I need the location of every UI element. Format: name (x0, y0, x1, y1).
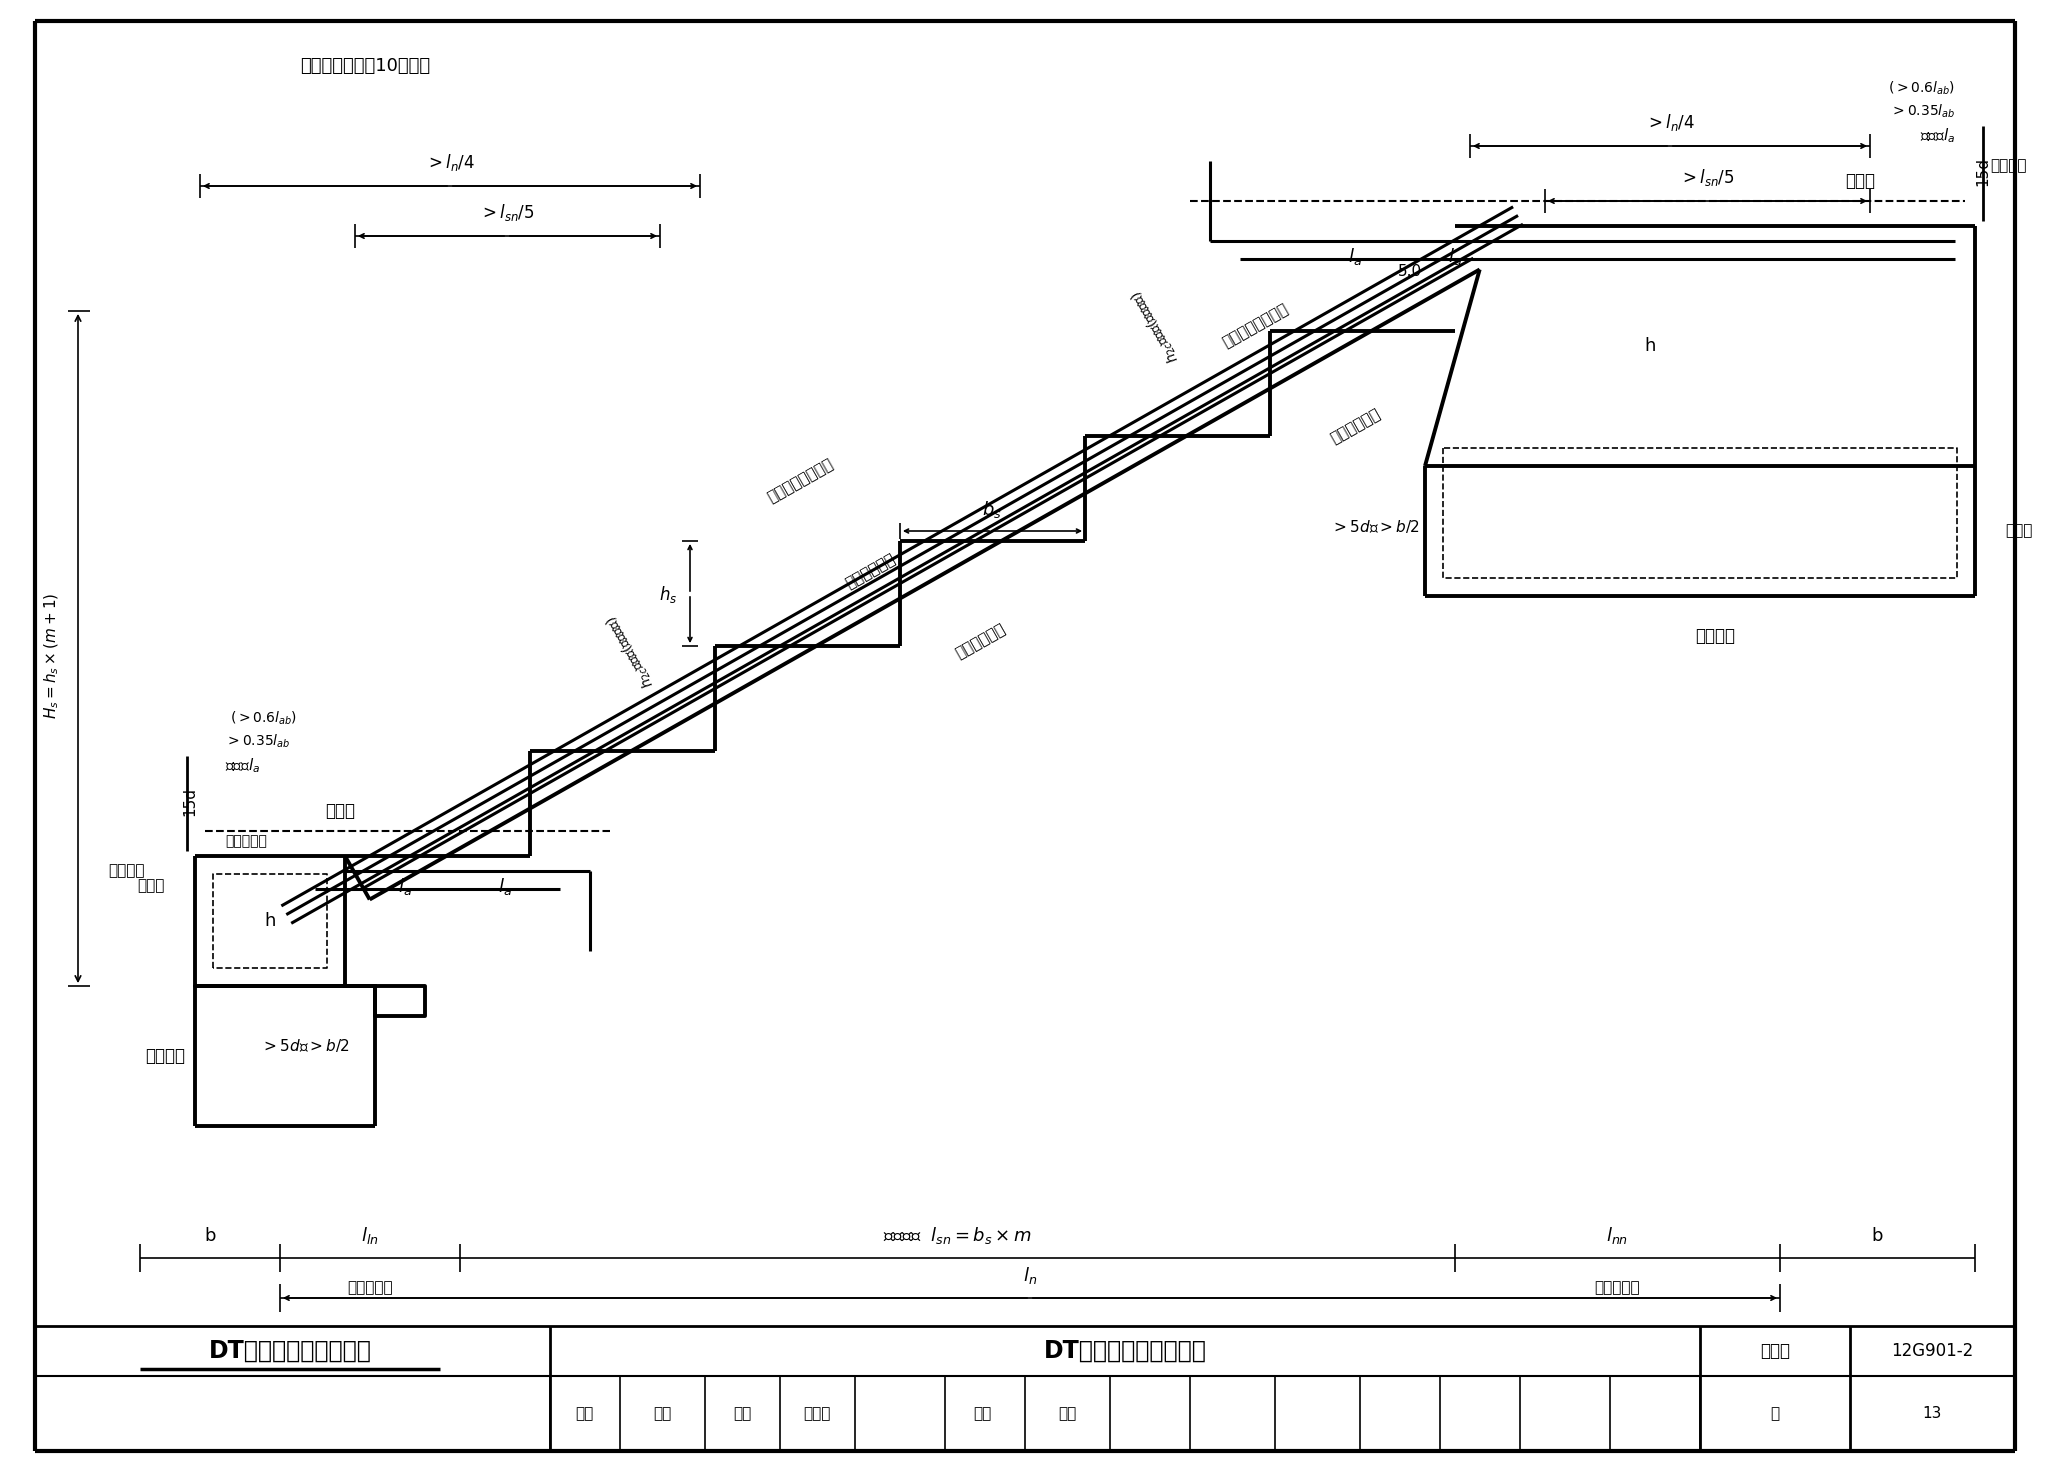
Text: 刘敏: 刘敏 (1059, 1407, 1075, 1421)
Text: $>l_n/4$: $>l_n/4$ (1645, 112, 1696, 133)
Text: $l_a$: $l_a$ (1348, 245, 1362, 267)
Text: $>5d$且$>b/2$: $>5d$且$>b/2$ (1331, 518, 1419, 534)
Text: $h_s$: $h_s$ (659, 583, 678, 605)
Text: h: h (264, 912, 276, 930)
Text: $H_s=h_s\times(m+1)$: $H_s=h_s\times(m+1)$ (43, 593, 61, 719)
Text: 詹道: 詹道 (653, 1407, 672, 1421)
Text: 注：见本图集第10页注。: 注：见本图集第10页注。 (299, 58, 430, 75)
Text: b: b (1872, 1227, 1882, 1244)
Text: $>l_{sn}/5$: $>l_{sn}/5$ (1679, 167, 1735, 187)
Text: 15d: 15d (1976, 156, 1991, 186)
Text: $b_s$: $b_s$ (983, 499, 1001, 520)
Text: b: b (205, 1227, 215, 1244)
Text: $l_a$: $l_a$ (1448, 245, 1462, 267)
Text: 或直锚$l_a$: 或直锚$l_a$ (1919, 127, 1956, 145)
Text: DT型楼梯梯板钢筋构造: DT型楼梯梯板钢筋构造 (1044, 1339, 1206, 1362)
Text: $>0.35l_{ab}$: $>0.35l_{ab}$ (1890, 102, 1956, 120)
Text: 梁箍筋: 梁箍筋 (137, 878, 166, 893)
Text: 12G901-2: 12G901-2 (1890, 1342, 1972, 1359)
Text: $>l_n/4$: $>l_n/4$ (426, 152, 475, 173)
Text: $>0.35l_{ab}$: $>0.35l_{ab}$ (225, 732, 291, 750)
Text: 梯板下部纵筋: 梯板下部纵筋 (1327, 406, 1382, 446)
Text: $>5d$且$>b/2$: $>5d$且$>b/2$ (260, 1038, 350, 1054)
Text: $l_a$: $l_a$ (498, 875, 512, 896)
Text: 高端平板长: 高端平板长 (1593, 1281, 1640, 1296)
Text: 梁箍筋: 梁箍筋 (2005, 524, 2032, 539)
Text: $l_a$: $l_a$ (397, 875, 412, 896)
Text: $(>0.6l_{ab})$: $(>0.6l_{ab})$ (1888, 80, 1956, 97)
Text: 且伸至梁边: 且伸至梁边 (225, 834, 266, 849)
Text: 梯板下部纵筋: 梯板下部纵筋 (952, 621, 1008, 661)
Text: 冯海悦: 冯海悦 (803, 1407, 831, 1421)
Text: 踏步段长  $l_{sn}=b_s\times m$: 踏步段长 $l_{sn}=b_s\times m$ (883, 1225, 1032, 1247)
Text: 梯板支座上部纵筋: 梯板支座上部纵筋 (764, 456, 836, 506)
Text: 13: 13 (1923, 1407, 1942, 1421)
Text: 审核: 审核 (575, 1407, 594, 1421)
Text: 15d: 15d (182, 787, 197, 816)
Text: 低端平板长: 低端平板长 (348, 1281, 393, 1296)
Text: 直锚时: 直锚时 (326, 801, 354, 821)
Text: 梯板分布钢筋: 梯板分布钢筋 (842, 551, 897, 590)
Text: $h_{2c}$架立筋(构造配筋): $h_{2c}$架立筋(构造配筋) (602, 611, 657, 691)
Text: 图集号: 图集号 (1759, 1342, 1790, 1359)
Text: 梁角部筋: 梁角部筋 (109, 863, 145, 878)
Text: $l_n$: $l_n$ (1022, 1265, 1036, 1287)
Text: 梁角部筋: 梁角部筋 (1991, 158, 2028, 174)
Text: h: h (1645, 337, 1655, 356)
Text: $l_{nn}$: $l_{nn}$ (1606, 1225, 1628, 1247)
Text: 或直锚$l_a$: 或直锚$l_a$ (225, 757, 260, 775)
Text: DT型楼梯梯板钢筋构造: DT型楼梯梯板钢筋构造 (209, 1339, 371, 1362)
Text: 校对: 校对 (733, 1407, 752, 1421)
Text: $h_{2c}$架立筋(构造配筋): $h_{2c}$架立筋(构造配筋) (1128, 286, 1182, 366)
Text: $l_{ln}$: $l_{ln}$ (360, 1225, 379, 1247)
Text: 直锚时: 直锚时 (1845, 173, 1876, 190)
Text: 梯板支座上部纵筋: 梯板支座上部纵筋 (1219, 301, 1290, 350)
Text: $>l_{sn}/5$: $>l_{sn}/5$ (479, 202, 535, 223)
Text: $(>0.6l_{ab})$: $(>0.6l_{ab})$ (229, 710, 297, 726)
Text: 高端梯梁: 高端梯梁 (1696, 627, 1735, 645)
Text: 5.0: 5.0 (1399, 264, 1421, 279)
Text: 设计: 设计 (973, 1407, 991, 1421)
Text: 低端梯梁: 低端梯梁 (145, 1046, 184, 1066)
Text: 页: 页 (1769, 1407, 1780, 1421)
